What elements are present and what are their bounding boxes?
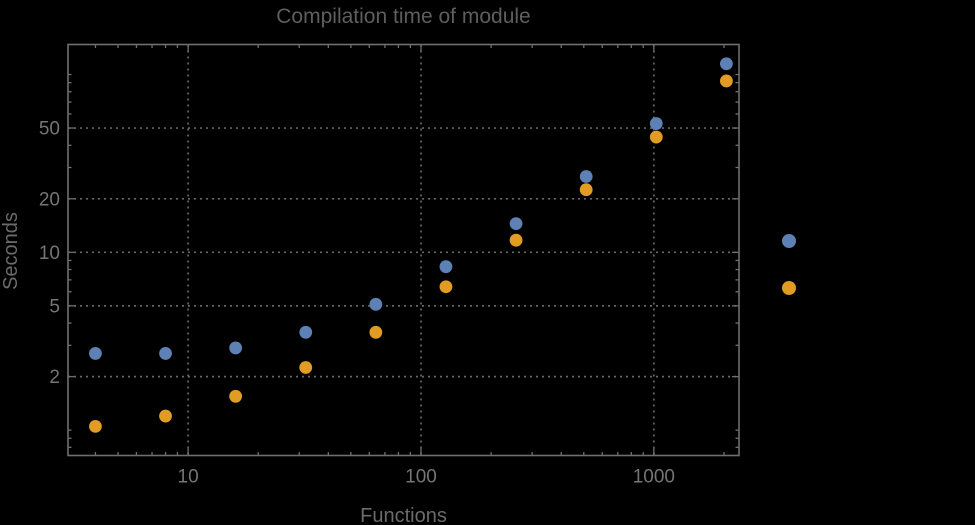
x-tick-label-1000: 1000	[633, 467, 675, 488]
chart-title: Compilation time of module	[276, 5, 531, 28]
plot-frame	[67, 43, 740, 457]
y-tick-label-10: 10	[39, 243, 60, 264]
data-point-series-1-blue-x8	[159, 347, 172, 360]
y-tick-label-20: 20	[39, 189, 60, 210]
x-tick-label-100: 100	[405, 467, 437, 488]
data-point-series-2-orange-x2048	[719, 74, 733, 88]
data-point-series-1-blue-x4	[89, 347, 102, 360]
data-point-series-1-blue-x256	[509, 217, 523, 231]
data-point-series-1-blue-x64	[369, 297, 383, 311]
data-point-series-2-orange-x256	[509, 233, 523, 247]
x-axis-label: Functions	[360, 505, 447, 525]
data-point-series-2-orange-x8	[159, 409, 172, 423]
legend-marker-series-2-orange	[782, 281, 796, 295]
y-tick-label-50: 50	[39, 119, 60, 140]
data-point-series-2-orange-x32	[299, 361, 313, 374]
data-point-series-1-blue-x128	[439, 260, 453, 274]
data-point-series-1-blue-x512	[579, 170, 593, 183]
data-point-series-2-orange-x4	[89, 419, 102, 433]
data-point-series-2-orange-x64	[369, 325, 383, 339]
legend-marker-series-1-blue	[782, 234, 796, 248]
data-point-series-1-blue-x1024	[649, 117, 663, 130]
data-point-series-1-blue-x2048	[719, 57, 733, 71]
data-point-series-2-orange-x1024	[649, 130, 663, 144]
y-tick-label-2: 2	[49, 367, 60, 388]
x-tick-label-10: 10	[178, 467, 199, 488]
data-point-series-2-orange-x16	[229, 389, 243, 403]
data-point-series-2-orange-x128	[439, 280, 453, 294]
data-point-series-1-blue-x16	[229, 341, 243, 355]
data-point-series-1-blue-x32	[299, 325, 313, 339]
data-point-series-2-orange-x512	[579, 183, 593, 197]
y-tick-label-5: 5	[49, 296, 60, 317]
